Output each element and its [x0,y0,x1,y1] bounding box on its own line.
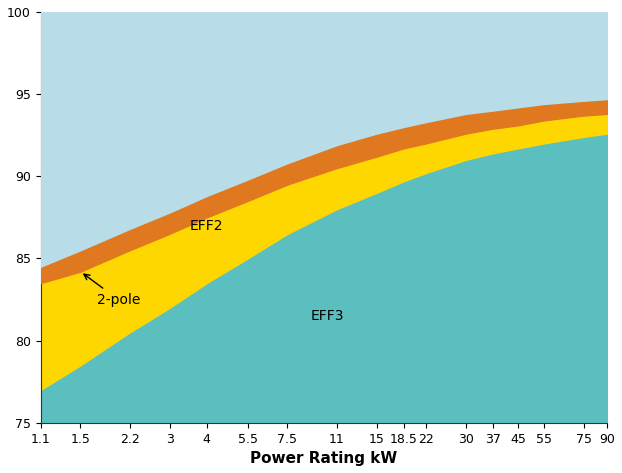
Text: EFF1: EFF1 [130,107,164,121]
X-axis label: Power Rating kW: Power Rating kW [250,451,397,466]
Text: EFF2: EFF2 [190,219,223,233]
Text: 4-pole: 4-pole [235,123,284,160]
Text: 2-pole: 2-pole [84,274,140,307]
Text: EFF3: EFF3 [311,309,345,323]
